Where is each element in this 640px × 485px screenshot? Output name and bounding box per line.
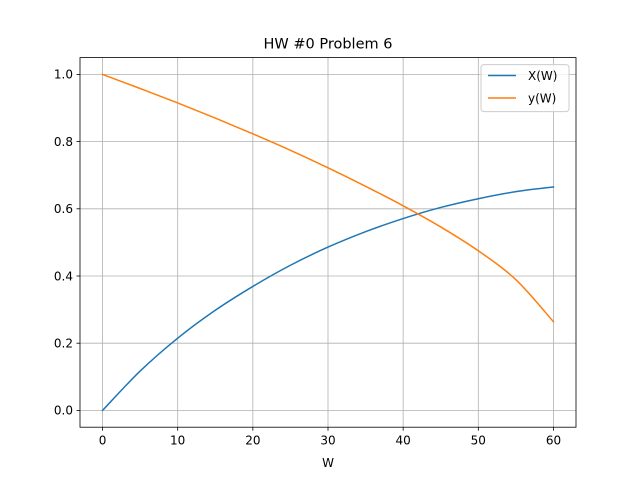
x-tick-label: 30 [320,434,335,448]
y-tick-label: 0.8 [54,135,73,149]
x-tick-label: 20 [245,434,260,448]
legend-box [480,64,570,113]
axis-ticks: 0 10 20 30 40 50 60 0.0 0.2 0.4 0.6 0.8 1.0 [54,68,561,448]
x-tick-label: 40 [396,434,411,448]
x-axis-label: W [322,456,334,470]
grid [80,57,576,428]
y-tick-label: 1.0 [54,68,73,82]
y-tick-label: 0.2 [54,337,73,351]
x-tick-label: 60 [546,434,561,448]
legend-label-y: y(W) [528,92,556,106]
y-tick-label: 0.0 [54,404,73,418]
series-line-0 [101,186,555,412]
x-tick-label: 0 [99,434,107,448]
y-tick-label: 0.4 [54,269,73,283]
legend: X(W) y(W) [480,64,570,113]
series-line-1 [101,73,555,323]
legend-label-x: X(W) [528,69,557,83]
series-lines [101,73,555,412]
y-tick-label: 0.6 [54,202,73,216]
x-tick-label: 10 [170,434,185,448]
chart-title: HW #0 Problem 6 [264,37,393,53]
x-tick-label: 50 [471,434,486,448]
